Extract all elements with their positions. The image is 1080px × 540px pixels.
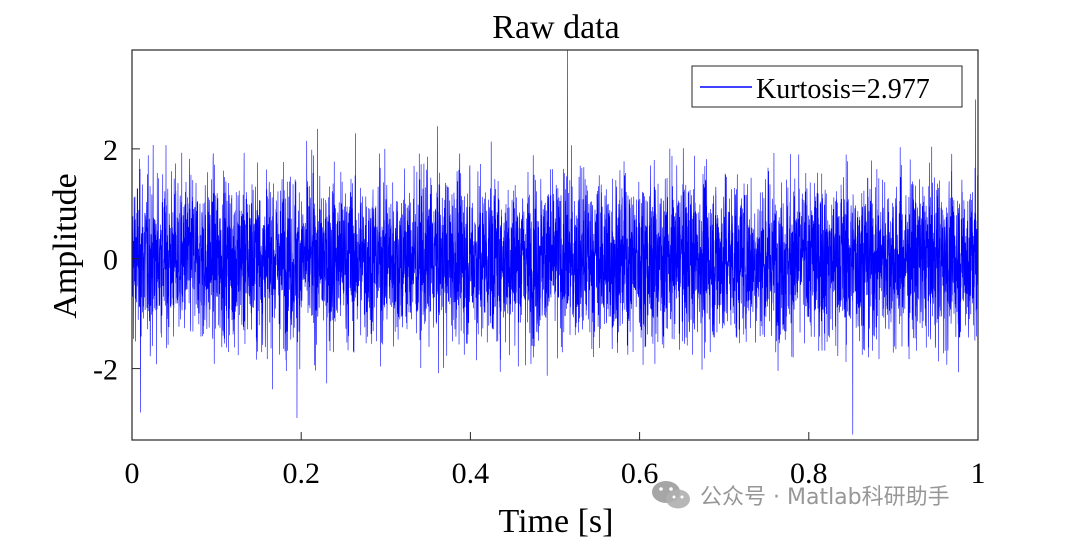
x-tick-label: 0.6 bbox=[621, 457, 659, 490]
legend-label: Kurtosis=2.977 bbox=[756, 74, 930, 105]
x-tick-label: 0.8 bbox=[790, 457, 828, 490]
x-tick-label: 0.4 bbox=[452, 457, 490, 490]
y-axis-label: Amplitude bbox=[47, 173, 84, 318]
series-kurtosis-line bbox=[131, 49, 979, 435]
y-tick-label: 2 bbox=[103, 134, 118, 167]
legend: Kurtosis=2.977 bbox=[691, 65, 963, 108]
x-tick-label: 1 bbox=[971, 457, 986, 490]
x-axis-label: Time [s] bbox=[499, 503, 614, 540]
y-tick-label: -2 bbox=[93, 354, 118, 387]
x-tick-label: 0.2 bbox=[282, 457, 320, 490]
axes-box bbox=[131, 49, 979, 441]
series-line bbox=[131, 49, 979, 435]
ticks: 0 0.2 0.4 0.6 0.8 1 -2 0 2 bbox=[93, 134, 986, 490]
y-tick-label: 0 bbox=[103, 244, 118, 277]
x-tick-label: 0 bbox=[125, 457, 140, 490]
chart-title: Raw data bbox=[492, 9, 619, 46]
